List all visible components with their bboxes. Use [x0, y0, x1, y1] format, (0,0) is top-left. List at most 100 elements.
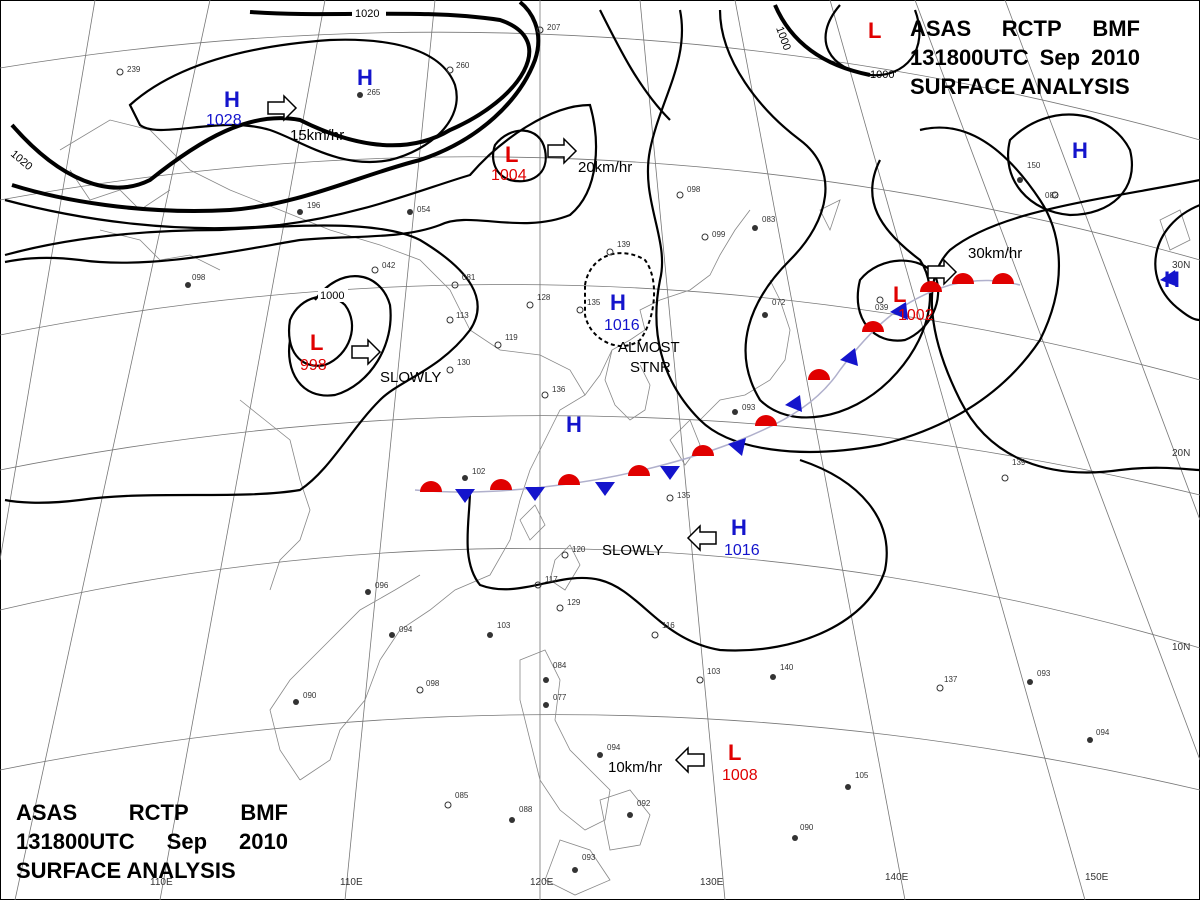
station-plot: 093: [1027, 669, 1051, 685]
header-line-1: ASAS RCTP BMF: [910, 14, 1140, 43]
latitude-labels: 30N 20N 10N: [1172, 260, 1190, 653]
station-observations: 239 265 260 207 196 054 042 081 128 139 …: [116, 23, 1110, 873]
svg-text:098: 098: [687, 185, 701, 194]
station-plot: 082: [1045, 191, 1059, 200]
header-product: BMF: [1092, 16, 1140, 41]
svg-text:102: 102: [472, 467, 486, 476]
header-title: SURFACE ANALYSIS: [910, 74, 1130, 99]
low-value: 998: [300, 357, 327, 374]
svg-text:088: 088: [519, 805, 533, 814]
isobar-label: 1000': [870, 69, 897, 81]
station-plot: 098: [676, 185, 701, 199]
station-plot: 096: [365, 581, 389, 595]
svg-text:090: 090: [800, 823, 814, 832]
high-value: 1016: [724, 542, 760, 559]
station-plot: 102: [462, 467, 486, 481]
svg-text:096: 096: [375, 581, 389, 590]
station-plot: 093: [572, 853, 596, 873]
movement-label: SLOWLY: [380, 369, 441, 386]
svg-text:098: 098: [192, 273, 206, 282]
header-bottom-left: ASAS RCTP BMF 131800UTC Sep 2010 SURFACE…: [16, 798, 288, 885]
svg-text:077: 077: [553, 693, 567, 702]
station-plot: 103: [696, 667, 721, 684]
high-value: 1016: [604, 317, 640, 334]
station-plot: 130: [446, 358, 471, 374]
high-symbol: H: [224, 87, 240, 112]
svg-text:129: 129: [567, 598, 581, 607]
svg-text:103: 103: [497, 621, 511, 630]
station-plot: 083: [752, 215, 776, 231]
svg-text:081: 081: [462, 273, 476, 282]
low-value: 1002: [898, 307, 934, 324]
station-plot: 090: [293, 691, 317, 705]
station-plot: 088: [509, 805, 533, 823]
low-symbol: L: [310, 330, 323, 355]
svg-text:130: 130: [457, 358, 471, 367]
station-plot: 094: [597, 743, 621, 758]
longitude-label: 140E: [885, 872, 909, 883]
svg-text:094: 094: [607, 743, 621, 752]
svg-text:042: 042: [382, 261, 396, 270]
station-plot: 116: [651, 621, 675, 639]
station-plot: 094: [1087, 728, 1110, 743]
svg-text:135: 135: [677, 491, 691, 500]
svg-text:085: 085: [455, 791, 469, 800]
header-year: 2010: [1091, 45, 1140, 70]
movement-arrow-icon: [674, 746, 705, 774]
header-time: 131800UTC: [910, 45, 1029, 70]
svg-text:116: 116: [662, 621, 675, 630]
movement-arrow-icon: [351, 338, 382, 366]
svg-text:136: 136: [552, 385, 566, 394]
movement-label: STNR: [630, 359, 671, 376]
svg-text:117: 117: [545, 575, 558, 584]
high-symbol: H: [1072, 138, 1088, 163]
longitude-label: 110E: [340, 877, 363, 888]
svg-text:265: 265: [367, 88, 381, 97]
header-line-2: 131800UTC Sep 2010: [16, 827, 288, 856]
station-plot: 207: [536, 23, 561, 34]
station-plot: 113: [446, 311, 469, 324]
movement-arrow-icon: [927, 258, 958, 286]
svg-text:113: 113: [456, 311, 469, 320]
movement-arrows: [267, 94, 958, 774]
svg-text:099: 099: [712, 230, 726, 239]
isobar-label: 1000: [320, 290, 344, 302]
longitude-label: 110E: [150, 877, 173, 888]
svg-text:120: 120: [572, 545, 586, 554]
movement-labels: 15km/hr 20km/hr SLOWLY ALMOST STNR SLOWL…: [290, 127, 1022, 776]
svg-text:137: 137: [944, 675, 958, 684]
station-plot: 260: [446, 61, 470, 74]
station-plot: 140: [770, 663, 794, 680]
station-plot: 105: [845, 771, 869, 790]
svg-text:140: 140: [780, 663, 794, 672]
svg-text:207: 207: [547, 23, 561, 32]
high-symbol: H: [731, 515, 747, 540]
low-symbol: L: [505, 142, 518, 167]
station-plot: 136: [541, 385, 566, 399]
svg-text:094: 094: [1096, 728, 1110, 737]
svg-text:090: 090: [303, 691, 317, 700]
station-plot: 090: [792, 823, 814, 841]
header-station: RCTP: [128, 800, 189, 825]
low-symbol: L: [868, 18, 881, 43]
svg-text:260: 260: [456, 61, 470, 70]
svg-text:239: 239: [127, 65, 141, 74]
svg-text:072: 072: [772, 298, 786, 307]
station-plot: 139: [606, 240, 631, 256]
latitude-lines: [0, 31, 1200, 791]
header-year: 2010: [239, 829, 288, 854]
high-value: 1028: [206, 112, 242, 129]
svg-text:119: 119: [505, 333, 518, 342]
movement-label: 15km/hr: [290, 127, 344, 144]
svg-text:135: 135: [587, 298, 601, 307]
header-title: SURFACE ANALYSIS: [16, 858, 236, 883]
header-time: 131800UTC: [16, 829, 135, 854]
station-plot: 084: [543, 661, 567, 683]
header-station: RCTP: [1001, 16, 1062, 41]
svg-text:139: 139: [1012, 458, 1026, 467]
movement-label: 30km/hr: [968, 245, 1022, 262]
latitude-label: 20N: [1172, 448, 1190, 459]
station-plot: 098: [185, 273, 206, 288]
station-plot: 103: [487, 621, 511, 638]
